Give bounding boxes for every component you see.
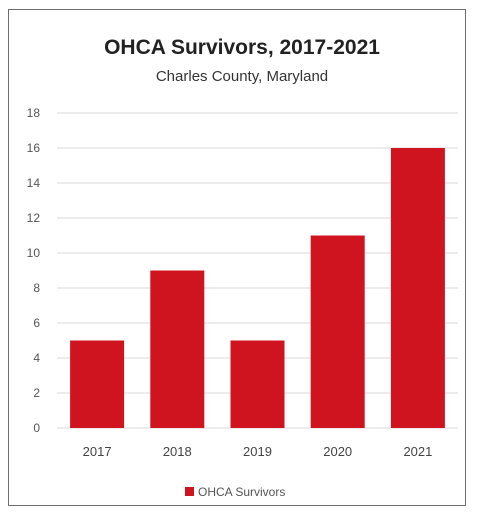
y-axis-ticks: 0 2 4 6 8 10 12 14 16 18	[27, 106, 41, 435]
chart-title: OHCA Survivors, 2017-2021	[104, 36, 380, 59]
bars	[70, 148, 445, 428]
y-tick-label: 12	[27, 211, 41, 225]
x-category-label: 2018	[163, 444, 192, 459]
chart-subtitle: Charles County, Maryland	[156, 68, 328, 85]
y-tick-label: 18	[27, 106, 41, 120]
x-axis-categories: 2017 2018 2019 2020 2021	[83, 444, 433, 459]
x-category-label: 2020	[323, 444, 352, 459]
y-tick-label: 14	[27, 176, 41, 190]
bar-2017	[70, 340, 125, 428]
legend-label: OHCA Survivors	[198, 485, 285, 499]
y-tick-label: 8	[33, 281, 40, 295]
x-category-label: 2019	[243, 444, 272, 459]
y-tick-label: 6	[33, 316, 40, 330]
y-tick-label: 16	[27, 141, 41, 155]
y-tick-label: 10	[27, 246, 41, 260]
y-tick-label: 2	[33, 386, 40, 400]
bar-2021	[390, 148, 445, 428]
y-tick-label: 0	[33, 421, 40, 435]
x-category-label: 2017	[83, 444, 112, 459]
legend-swatch	[185, 487, 194, 496]
legend: OHCA Survivors	[185, 485, 285, 499]
bar-2019	[230, 340, 285, 428]
bar-2020	[310, 235, 365, 428]
y-tick-label: 4	[33, 351, 40, 365]
bar-2018	[150, 270, 205, 428]
x-category-label: 2021	[403, 444, 432, 459]
